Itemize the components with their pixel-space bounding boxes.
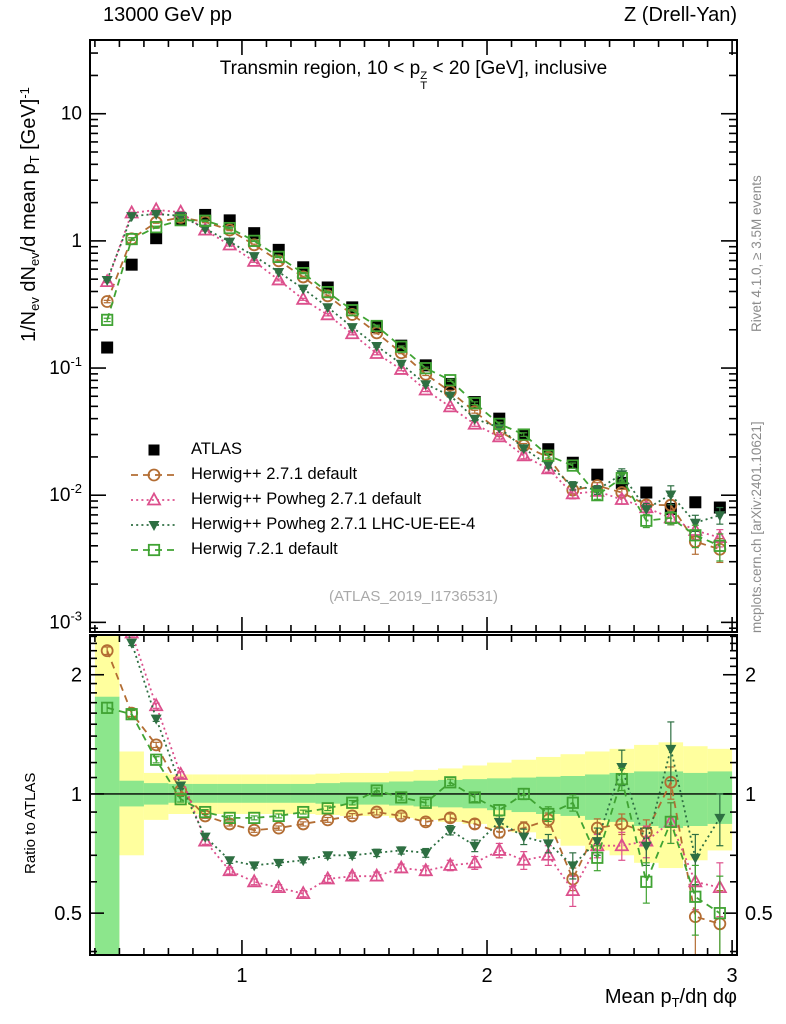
ratio-uncertainty-bands bbox=[94, 635, 733, 955]
filled-triangle-marker-icon bbox=[131, 520, 177, 531]
open-circle-marker-icon bbox=[131, 468, 177, 481]
main-y-tick-label: 1 bbox=[71, 231, 82, 252]
open-square-marker-icon bbox=[131, 543, 177, 556]
legend-item-herwigpp-powheg-2-7-1-lhc-ue-ee-4: Herwig++ Powheg 2.7.1 LHC-UE-EE-4 bbox=[130, 512, 475, 537]
rivet-version-text: Rivet 4.1.0, ≥ 3.5M events bbox=[749, 175, 764, 332]
ratio-y-tick-label-left: 2 bbox=[71, 665, 82, 687]
main-y-tick-label: 10-3 bbox=[49, 608, 82, 633]
axis-tick-labels: 10 1 10-1 10-2 10-3 2 2 1 1 0.5 0.5 1 2 3 bbox=[49, 104, 773, 987]
legend-label: Herwig 7.2.1 default bbox=[191, 540, 338, 558]
band-green bbox=[585, 774, 610, 820]
header-beam-energy: 13000 GeV pp bbox=[103, 4, 232, 26]
ratio-y-tick-label-right: 0.5 bbox=[745, 903, 773, 925]
band-green bbox=[94, 696, 120, 955]
legend-item-herwig-7-2-1-default: Herwig 7.2.1 default bbox=[130, 537, 475, 562]
axis-ticks bbox=[90, 40, 737, 955]
legend-label: Herwig++ 2.7.1 default bbox=[191, 465, 358, 483]
legend: ATLAS Herwig++ 2.7.1 default Herwig++ Po… bbox=[130, 437, 475, 562]
legend-label: Herwig++ Powheg 2.7.1 default bbox=[191, 490, 422, 508]
ratio-y-axis-title: Ratio to ATLAS bbox=[22, 772, 39, 874]
series-herwig-7-2-1-default-main bbox=[101, 214, 726, 562]
x-tick-label: 1 bbox=[236, 965, 247, 987]
legend-item-atlas: ATLAS bbox=[130, 437, 475, 462]
legend-item-herwigpp-powheg-2-7-1-default: Herwig++ Powheg 2.7.1 default bbox=[130, 487, 475, 512]
ratio-panel-frame bbox=[89, 634, 738, 956]
atlas-marker-icon bbox=[148, 444, 160, 455]
ratio-y-tick-label-right: 1 bbox=[745, 784, 756, 806]
mcplots-reference-text: mcplots.cern.ch [arXiv:2401.10621] bbox=[749, 421, 764, 633]
main-panel-frame bbox=[89, 39, 738, 633]
legend-item-herwigpp-2-7-1-default: Herwig++ 2.7.1 default bbox=[130, 462, 475, 487]
main-y-tick-label: 10 bbox=[61, 104, 82, 125]
ratio-y-tick-label-left: 0.5 bbox=[54, 903, 82, 925]
ratio-y-tick-label-left: 1 bbox=[71, 784, 82, 806]
x-tick-label: 3 bbox=[727, 965, 738, 987]
legend-label: ATLAS bbox=[191, 440, 243, 458]
band-green bbox=[683, 772, 708, 826]
x-tick-label: 2 bbox=[481, 965, 492, 987]
legend-label: Herwig++ Powheg 2.7.1 LHC-UE-EE-4 bbox=[191, 515, 476, 533]
main-y-tick-label: 10-1 bbox=[49, 354, 82, 379]
header-process: Z (Drell-Yan) bbox=[624, 4, 737, 26]
main-y-axis-title: 1/Nev dNev/d mean pT [GeV]-1 bbox=[17, 87, 42, 342]
open-triangle-marker-icon bbox=[131, 491, 177, 505]
analysis-watermark: (ATLAS_2019_I1736531) bbox=[328, 588, 498, 605]
x-axis-title: Mean pT/dη dφ bbox=[604, 986, 737, 1010]
series-herwigpp-powheg-2-7-1-lhc-ue-ee-4-main bbox=[101, 209, 726, 533]
ratio-y-tick-label-right: 2 bbox=[745, 665, 756, 687]
series-herwig-7-2-1-default-ratio bbox=[101, 701, 726, 955]
series-herwigpp-powheg-2-7-1-lhc-ue-ee-4-ratio bbox=[126, 635, 726, 886]
main-y-tick-label: 10-2 bbox=[49, 481, 82, 506]
